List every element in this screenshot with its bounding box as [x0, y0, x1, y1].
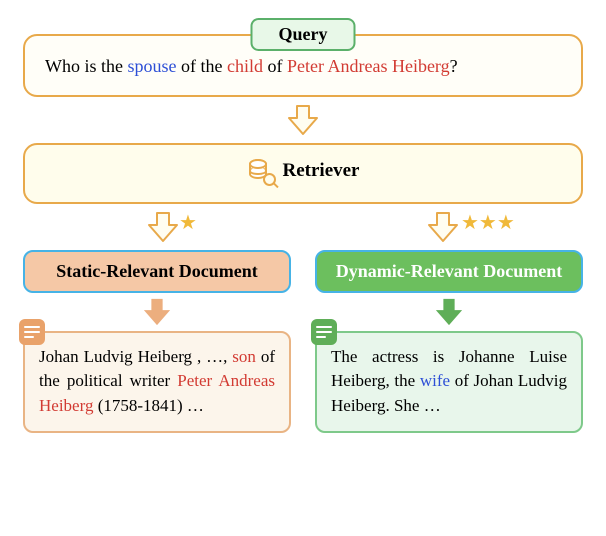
- query-box: Query Who is the spouse of the child of …: [23, 34, 583, 97]
- arrow-row-branches: ★ ★★★: [23, 210, 583, 244]
- star-rating-static: ★: [179, 210, 197, 235]
- arrow-to-static: ★: [23, 210, 303, 244]
- query-text: Who is the spouse of the child of Peter …: [45, 54, 561, 79]
- retriever-box: Retriever: [23, 143, 583, 204]
- retriever-label: Retriever: [283, 160, 360, 182]
- arrow-static-to-body: [142, 297, 172, 327]
- arrow-query-to-retriever: [10, 103, 596, 137]
- arrow-dynamic-to-body: [434, 297, 464, 327]
- star-rating-dynamic: ★★★: [461, 210, 515, 235]
- note-icon: [311, 319, 337, 345]
- static-doc-text: Johan Ludvig Heiberg , …, son of the pol…: [39, 347, 275, 415]
- dynamic-doc-header: Dynamic-Relevant Document: [315, 250, 583, 293]
- dynamic-doc-body: The actress is Johanne Luise Heiberg, th…: [315, 331, 583, 433]
- note-icon: [19, 319, 45, 345]
- static-doc-body: Johan Ludvig Heiberg , …, son of the pol…: [23, 331, 291, 433]
- database-search-icon: [247, 157, 275, 185]
- dynamic-doc-text: The actress is Johanne Luise Heiberg, th…: [331, 347, 567, 415]
- query-tag: Query: [251, 18, 356, 51]
- arrow-to-dynamic: ★★★: [303, 210, 583, 244]
- static-doc-header: Static-Relevant Document: [23, 250, 291, 293]
